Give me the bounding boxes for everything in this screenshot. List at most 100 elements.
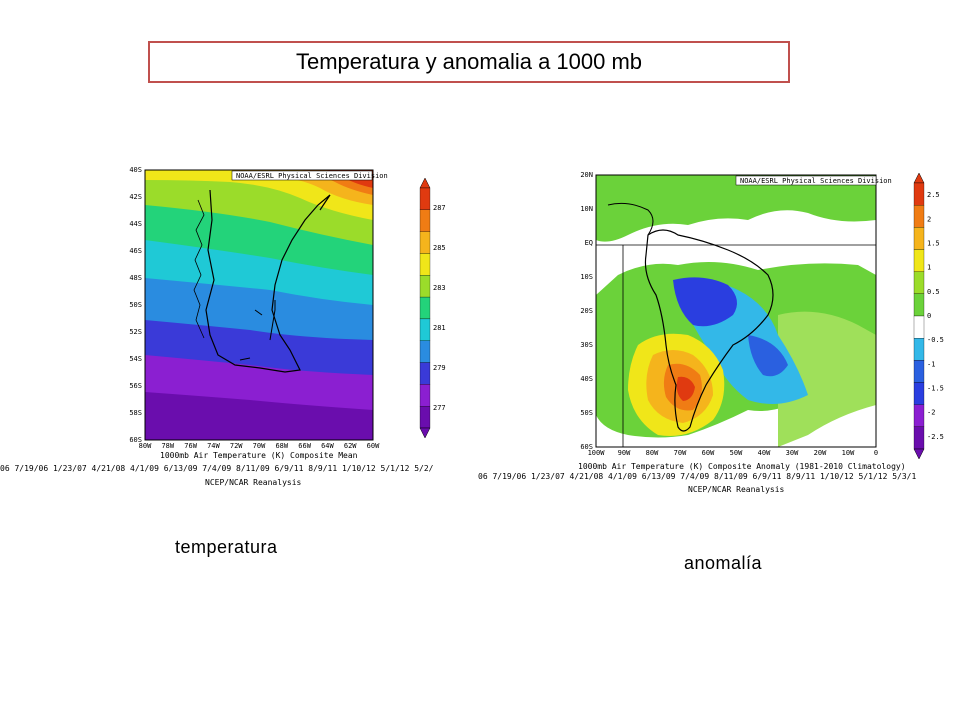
lat-tick-label: 48S bbox=[129, 274, 142, 282]
lat-tick-label: 52S bbox=[129, 328, 142, 336]
lat-tick-label: 20S bbox=[580, 307, 593, 315]
colorbar-segment bbox=[913, 249, 925, 272]
colorbar-segment bbox=[419, 384, 431, 407]
colorbar-segment bbox=[913, 227, 925, 250]
lat-tick-label: 40S bbox=[129, 166, 142, 174]
lat-tick-label: 60S bbox=[129, 436, 142, 444]
lon-tick-label: 66W bbox=[298, 442, 311, 450]
left-map-dates: 06 7/19/06 1/23/07 4/21/08 4/1/09 6/13/0… bbox=[0, 464, 434, 473]
lon-tick-label: 60W bbox=[367, 442, 380, 450]
lon-tick-label: 64W bbox=[321, 442, 334, 450]
right-lat-axis: 20N 10N EQ 10S 20S 30S 40S 50S 60S bbox=[580, 171, 593, 451]
lat-tick-label: 54S bbox=[129, 355, 142, 363]
anomaly-field bbox=[596, 175, 876, 447]
anomaly-map: NOAA/ESRL Physical Sciences Division 20N… bbox=[478, 171, 944, 494]
colorbar-segment bbox=[419, 296, 431, 320]
colorbar-label: 283 bbox=[433, 284, 446, 292]
colorbar-segment bbox=[419, 275, 431, 298]
colorbar-segment bbox=[913, 205, 925, 228]
colorbar-label: 277 bbox=[433, 404, 446, 412]
colorbar-label: 287 bbox=[433, 204, 446, 212]
lat-tick-label: 58S bbox=[129, 409, 142, 417]
colorbar-label: -0.5 bbox=[927, 336, 944, 344]
lon-tick-label: 78W bbox=[161, 442, 174, 450]
slide-title: Temperatura y anomalia a 1000 mb bbox=[148, 41, 790, 83]
anomaly-map-panel: NOAA/ESRL Physical Sciences Division 20N… bbox=[478, 165, 960, 500]
colorbar-segment bbox=[913, 426, 925, 450]
lon-tick-label: 72W bbox=[230, 442, 243, 450]
colorbar-label: 279 bbox=[433, 364, 446, 372]
lon-tick-label: 10W bbox=[842, 449, 855, 457]
lat-tick-label: 50S bbox=[580, 409, 593, 417]
colorbar-segment bbox=[913, 271, 925, 294]
colorbar-segment bbox=[419, 231, 431, 254]
colorbar-label: -2.5 bbox=[927, 433, 944, 441]
lat-tick-label: 46S bbox=[129, 247, 142, 255]
colorbar-label: -1.5 bbox=[927, 385, 944, 393]
right-lon-axis: 100W 90W 80W 70W 60W 50W 40W 30W 20W 10W 0 bbox=[588, 449, 879, 457]
colorbar-arrow-top bbox=[913, 172, 925, 184]
lat-tick-label: EQ bbox=[585, 239, 593, 247]
colorbar-segment bbox=[913, 404, 925, 427]
colorbar-segment bbox=[913, 338, 925, 361]
lon-tick-label: 70W bbox=[674, 449, 687, 457]
lat-tick-label: 20N bbox=[580, 171, 593, 179]
lon-tick-label: 80W bbox=[646, 449, 659, 457]
coastline bbox=[205, 189, 331, 373]
lon-tick-label: 70W bbox=[253, 442, 266, 450]
lat-tick-label: 40S bbox=[580, 375, 593, 383]
lon-tick-label: 74W bbox=[207, 442, 220, 450]
temperature-field bbox=[145, 170, 373, 440]
right-map-source: NCEP/NCAR Reanalysis bbox=[688, 485, 785, 494]
lon-tick-label: 40W bbox=[758, 449, 771, 457]
lat-tick-label: 44S bbox=[129, 220, 142, 228]
colorbar-segment bbox=[419, 362, 431, 385]
colorbar-arrow-top bbox=[419, 177, 431, 189]
colorbar-label: 2 bbox=[927, 215, 931, 223]
colorbar-label: 0.5 bbox=[927, 288, 940, 296]
colorbar-segment bbox=[913, 293, 925, 317]
lon-tick-label: 100W bbox=[588, 449, 606, 457]
colorbar-label: 1.5 bbox=[927, 239, 940, 247]
lon-tick-label: 80W bbox=[139, 442, 152, 450]
colorbar-segment bbox=[419, 187, 431, 210]
south-america-coastline bbox=[644, 229, 774, 432]
lon-tick-label: 68W bbox=[275, 442, 288, 450]
temperature-label: temperatura bbox=[175, 537, 278, 557]
lon-tick-label: 30W bbox=[786, 449, 799, 457]
colorbar-label: 281 bbox=[433, 324, 446, 332]
right-map-dates: 06 7/19/06 1/23/07 4/21/08 4/1/09 6/13/0… bbox=[478, 472, 916, 481]
left-map-header: NOAA/ESRL Physical Sciences Division bbox=[236, 172, 388, 180]
left-lat-axis: 40S 42S 44S 46S 48S 50S 52S 54S 56S 58S 60S bbox=[129, 166, 142, 444]
lon-tick-label: 90W bbox=[618, 449, 631, 457]
colorbar-segment bbox=[419, 406, 431, 429]
colorbar-label: -2 bbox=[927, 409, 935, 417]
lon-tick-label: 50W bbox=[730, 449, 743, 457]
lat-tick-label: 50S bbox=[129, 301, 142, 309]
lat-tick-label: 10S bbox=[580, 273, 593, 281]
lon-tick-label: 20W bbox=[814, 449, 827, 457]
colorbar-segment bbox=[913, 360, 925, 383]
anomaly-colorbar: 2.5 2 1.5 1 0.5 0 -0.5 -1 -1.5 -2 -2.5 bbox=[913, 172, 944, 460]
lon-tick-label: 60W bbox=[702, 449, 715, 457]
colorbar-segment bbox=[419, 253, 431, 276]
colorbar-label: -1 bbox=[927, 360, 935, 368]
lon-tick-label: 0 bbox=[874, 449, 878, 457]
lon-tick-label: 62W bbox=[344, 442, 357, 450]
lat-tick-label: 42S bbox=[129, 193, 142, 201]
lat-tick-label: 30S bbox=[580, 341, 593, 349]
left-map-source: NCEP/NCAR Reanalysis bbox=[205, 478, 302, 487]
anomaly-label: anomalía bbox=[684, 553, 763, 573]
left-lon-axis: 80W 78W 76W 74W 72W 70W 68W 66W 64W 62W 60W bbox=[139, 442, 380, 450]
colorbar-segment bbox=[419, 209, 431, 232]
lat-tick-label: 56S bbox=[129, 382, 142, 390]
right-map-header: NOAA/ESRL Physical Sciences Division bbox=[740, 177, 892, 185]
colorbar-label: 0 bbox=[927, 312, 931, 320]
lat-tick-label: 10N bbox=[580, 205, 593, 213]
right-map-caption: 1000mb Air Temperature (K) Composite Ano… bbox=[578, 462, 906, 471]
colorbar-label: 1 bbox=[927, 264, 931, 272]
colorbar-label: 285 bbox=[433, 244, 446, 252]
colorbar-segment bbox=[913, 382, 925, 405]
colorbar-segment bbox=[419, 318, 431, 341]
colorbar-arrow-bottom bbox=[913, 448, 925, 460]
